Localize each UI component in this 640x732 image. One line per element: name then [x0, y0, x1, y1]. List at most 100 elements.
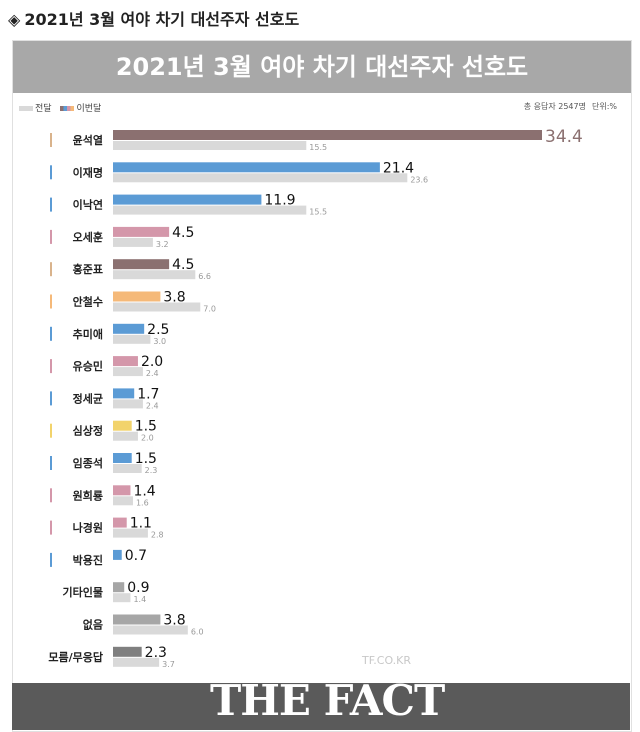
previous-value-label: 3.0: [153, 337, 166, 346]
previous-bar: [113, 625, 188, 635]
current-bar: [113, 453, 132, 463]
category-label: 이낙연: [73, 198, 103, 212]
current-bar: [113, 582, 125, 593]
current-bar: [113, 226, 170, 237]
previous-bar: [113, 431, 138, 441]
category-marker: [50, 294, 52, 309]
category-label: 원희룡: [73, 488, 103, 502]
current-bar: [113, 291, 161, 302]
current-value-label: 2.0: [141, 354, 163, 370]
category-marker: [50, 456, 52, 470]
previous-value-label: 3.7: [162, 660, 175, 669]
current-bar: [113, 549, 122, 560]
current-value-label: 21.4: [383, 160, 414, 176]
current-value-label: 1.1: [130, 516, 152, 532]
category-label: 오세훈: [73, 230, 103, 244]
current-value-label: 11.9: [264, 193, 295, 209]
category-label: 심상정: [73, 424, 103, 438]
current-value-label: 2.5: [147, 322, 169, 338]
category-marker: [50, 488, 52, 503]
chart-meta: 총 응답자 2547명 단위:%: [518, 101, 617, 112]
category-marker: [50, 326, 52, 341]
current-value-label: 1.4: [133, 483, 155, 499]
current-value-label: 0.9: [127, 580, 149, 596]
the-fact-logo: THE FACT: [210, 676, 445, 725]
current-bar: [113, 130, 542, 140]
footer-bar: [12, 683, 630, 730]
category-label: 추미애: [73, 327, 103, 341]
current-bar: [113, 356, 138, 367]
legend-prev-swatch: [19, 106, 33, 111]
previous-bar: [113, 270, 196, 280]
current-value-label: 4.5: [172, 225, 194, 241]
previous-value-label: 15.5: [309, 143, 327, 152]
previous-value-label: 2.8: [151, 531, 164, 540]
current-bar: [113, 194, 262, 205]
current-value-label: 2.3: [145, 645, 167, 661]
previous-bar: [113, 173, 408, 183]
current-value-label: 3.8: [163, 290, 185, 306]
category-label: 안철수: [73, 295, 103, 309]
current-bar: [113, 517, 127, 528]
previous-value-label: 23.6: [410, 175, 428, 184]
previous-value-label: 2.3: [145, 466, 158, 475]
category-marker: [50, 359, 52, 374]
current-bar: [113, 259, 170, 270]
respondents-count: 총 응답자 2547명: [523, 102, 586, 111]
current-value-label: 34.4: [545, 127, 583, 147]
category-label: 정세균: [73, 391, 103, 405]
previous-bar: [113, 367, 143, 377]
category-label: 유승민: [73, 359, 103, 373]
category-marker: [50, 165, 52, 180]
previous-bar: [113, 302, 201, 312]
previous-bar: [113, 657, 160, 667]
category-marker: [50, 229, 52, 244]
current-bar: [113, 614, 161, 625]
previous-value-label: 6.0: [191, 628, 204, 637]
previous-bar: [113, 528, 148, 538]
category-marker: [50, 133, 52, 147]
previous-bar: [113, 141, 307, 150]
current-bar: [113, 420, 132, 431]
previous-value-label: 2.0: [141, 434, 154, 443]
current-value-label: 3.8: [163, 613, 185, 629]
category-marker: [50, 520, 52, 535]
previous-bar: [113, 205, 307, 215]
category-label: 기타인물: [63, 585, 103, 599]
previous-value-label: 3.2: [156, 240, 169, 249]
category-marker: [50, 423, 52, 438]
current-value-label: 1.5: [135, 419, 157, 435]
page-heading: ◈ 2021년 3월 여야 차기 대선주자 선호도: [8, 6, 299, 30]
watermark-text: TF.CO.KR: [362, 654, 412, 667]
category-marker: [50, 197, 52, 212]
chart-banner-title: 2021년 3월 여야 차기 대선주자 선호도: [13, 41, 631, 93]
legend-prev-label: 전달: [35, 104, 52, 114]
previous-value-label: 2.4: [146, 369, 159, 378]
current-value-label: 1.5: [135, 451, 157, 467]
category-label: 없음: [83, 619, 103, 632]
previous-bar: [113, 334, 151, 344]
previous-bar: [113, 237, 153, 247]
current-bar: [113, 646, 142, 657]
category-label: 이재명: [73, 165, 103, 179]
previous-value-label: 6.6: [198, 272, 211, 281]
category-marker: [50, 262, 52, 277]
current-value-label: 0.7: [125, 548, 147, 564]
previous-bar: [113, 593, 131, 603]
current-value-label: 1.7: [137, 386, 159, 402]
current-bar: [113, 162, 380, 173]
diamond-icon: ◈: [8, 10, 21, 29]
category-label: 윤석열: [73, 133, 103, 147]
chart-legend: 전달 이번달: [19, 101, 101, 114]
unit-label: 단위:%: [591, 102, 617, 111]
category-label: 홍준표: [73, 262, 103, 276]
previous-value-label: 2.4: [146, 401, 159, 410]
current-bar: [113, 323, 145, 334]
page-heading-text: 2021년 3월 여야 차기 대선주자 선호도: [24, 10, 300, 29]
previous-value-label: 1.4: [133, 595, 146, 604]
current-bar: [113, 388, 135, 399]
category-marker: [50, 552, 52, 567]
category-label: 박용진: [73, 553, 103, 567]
category-label: 나경원: [73, 521, 103, 535]
